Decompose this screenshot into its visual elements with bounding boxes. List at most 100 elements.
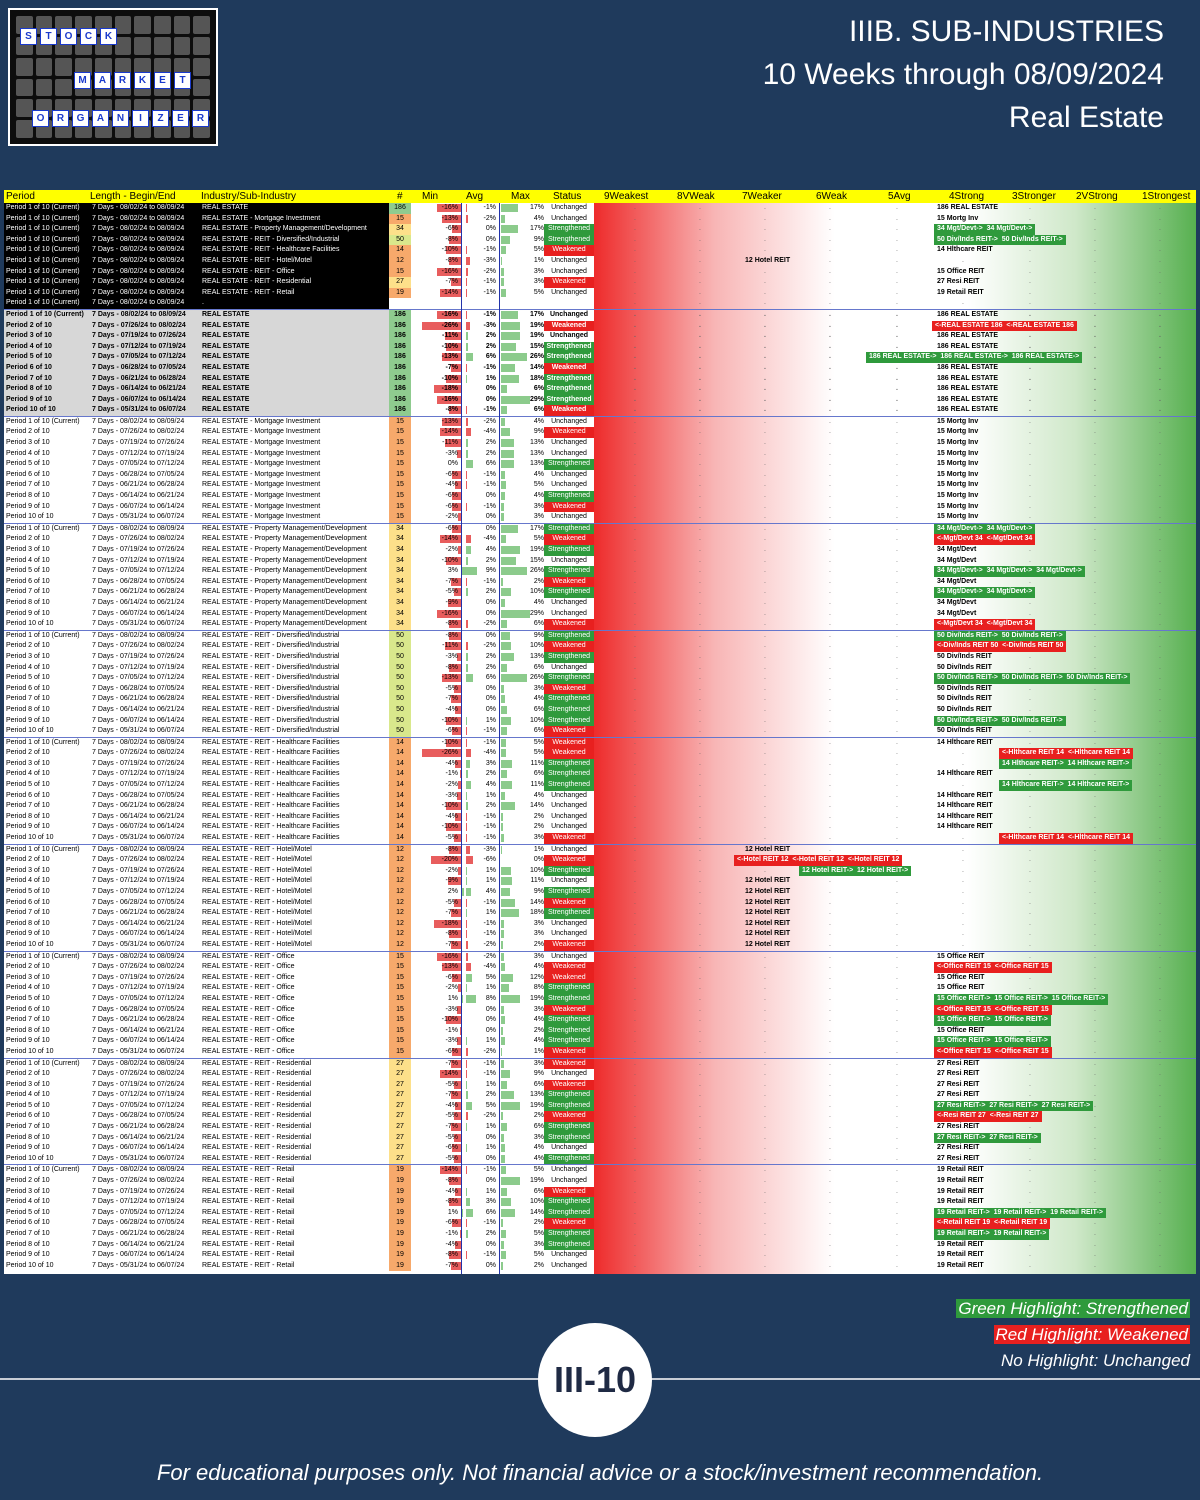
length-cell: 7 Days - 06/07/24 to 06/14/24 bbox=[92, 395, 186, 403]
table-row: Period 8 of 10 7 Days - 06/14/24 to 06/21… bbox=[4, 384, 1196, 395]
empty-dot: . bbox=[896, 642, 898, 650]
empty-dot: . bbox=[699, 1261, 701, 1269]
min-cell: -5% bbox=[445, 1080, 458, 1088]
logo-letter: S bbox=[20, 28, 37, 45]
col-header: Status bbox=[553, 191, 582, 202]
avg-bar bbox=[466, 267, 469, 276]
industry-cell: REAL ESTATE - REIT - Diversified/Industr… bbox=[202, 663, 340, 671]
status-cell: Strengthened bbox=[544, 394, 594, 406]
industry-cell: REAL ESTATE bbox=[202, 332, 250, 340]
count-cell: 34 bbox=[389, 619, 411, 630]
avg-cell: 0% bbox=[485, 609, 496, 617]
rank-label: 27 Resi REIT-> 27 Resi REIT-> 27 Resi RE… bbox=[934, 1100, 1094, 1112]
empty-dot: . bbox=[699, 823, 701, 831]
table-row: Period 8 of 10 7 Days - 06/14/24 to 06/21… bbox=[4, 918, 1196, 930]
empty-dot: . bbox=[829, 909, 831, 917]
empty-dot: . bbox=[1029, 812, 1031, 820]
empty-dot: . bbox=[829, 1154, 831, 1162]
empty-dot: . bbox=[1029, 909, 1031, 917]
count-cell: 50 bbox=[389, 641, 411, 652]
max-bar bbox=[501, 535, 506, 544]
length-cell: 7 Days - 06/28/24 to 07/05/24 bbox=[92, 1219, 185, 1227]
table-row: Period 1 of 10 (Current) 7 Days - 08/02/2… bbox=[4, 245, 1196, 256]
empty-dot: . bbox=[764, 204, 766, 211]
empty-dot: . bbox=[1159, 492, 1161, 500]
empty-dot: . bbox=[896, 716, 898, 724]
max-bar bbox=[501, 984, 509, 993]
count-cell: 50 bbox=[389, 651, 411, 663]
period-cell: Period 5 of 10 bbox=[6, 1208, 50, 1216]
max-bar bbox=[501, 1026, 503, 1035]
avg-cell: 1% bbox=[485, 1037, 496, 1045]
min-bar bbox=[455, 759, 461, 768]
count-cell: 15 bbox=[389, 951, 411, 963]
industry-cell: REAL ESTATE - REIT - Residential bbox=[202, 1059, 312, 1067]
status-cell: Weakened bbox=[544, 619, 594, 630]
empty-dot: . bbox=[1159, 470, 1161, 478]
min-cell: -3% bbox=[445, 449, 458, 457]
table-row: Period 7 of 10 7 Days - 06/21/24 to 06/28… bbox=[4, 1229, 1196, 1240]
avg-cell: -1% bbox=[483, 502, 496, 510]
status-cell: Weakened bbox=[544, 405, 594, 416]
empty-dot: . bbox=[829, 460, 831, 468]
min-cell: -7% bbox=[445, 1123, 458, 1131]
row-label-bg bbox=[4, 929, 389, 940]
min-bar bbox=[440, 1166, 461, 1175]
avg-bar bbox=[466, 417, 469, 426]
table-row: Period 1 of 10 (Current) 7 Days - 08/02/2… bbox=[4, 277, 1196, 288]
empty-dot: . bbox=[699, 1208, 701, 1216]
empty-dot: . bbox=[1029, 856, 1031, 864]
empty-dot: . bbox=[896, 984, 898, 992]
empty-dot: . bbox=[896, 652, 898, 660]
empty-dot: . bbox=[829, 705, 831, 713]
min-cell: -13% bbox=[441, 417, 458, 425]
avg-cell: -1% bbox=[483, 246, 496, 254]
avg-cell: 0% bbox=[485, 631, 496, 639]
industry-cell: REAL ESTATE - REIT - Diversified/Industr… bbox=[202, 652, 340, 660]
row-label-bg bbox=[4, 1069, 389, 1080]
status-cell: Unchanged bbox=[551, 267, 587, 275]
max-cell: 14% bbox=[529, 1208, 544, 1216]
empty-dot: . bbox=[1094, 652, 1096, 660]
avg-cell: 5% bbox=[485, 1101, 496, 1109]
empty-dot: . bbox=[699, 930, 701, 938]
max-cell: 26% bbox=[529, 353, 544, 361]
max-bar bbox=[501, 1037, 505, 1046]
empty-dot: . bbox=[829, 1059, 831, 1067]
industry-cell: REAL ESTATE - Property Management/Develo… bbox=[202, 588, 367, 596]
empty-dot: . bbox=[962, 1154, 964, 1162]
industry-cell: REAL ESTATE - REIT - Residential bbox=[202, 1123, 312, 1131]
status-cell: Strengthened bbox=[544, 587, 594, 598]
empty-dot: . bbox=[699, 460, 701, 468]
empty-dot: . bbox=[764, 481, 766, 489]
empty-dot: . bbox=[1094, 845, 1096, 853]
period-cell: Period 10 of 10 bbox=[6, 940, 54, 948]
industry-cell: REAL ESTATE - Mortgage Investment bbox=[202, 502, 321, 510]
industry-cell: REAL ESTATE - Property Management/Develo… bbox=[202, 535, 367, 543]
row-label-bg bbox=[4, 887, 389, 898]
min-bar bbox=[458, 984, 461, 993]
empty-dot: . bbox=[829, 781, 831, 789]
period-cell: Period 5 of 10 bbox=[6, 781, 50, 789]
avg-bar bbox=[466, 888, 471, 896]
min-cell: -26% bbox=[441, 749, 458, 757]
empty-dot: . bbox=[896, 439, 898, 447]
min-bar bbox=[434, 919, 461, 928]
max-cell: 2% bbox=[533, 577, 544, 585]
min-bar bbox=[458, 513, 461, 522]
industry-cell: REAL ESTATE - Mortgage Investment bbox=[202, 513, 321, 521]
empty-dot: . bbox=[764, 439, 766, 447]
empty-dot: . bbox=[962, 749, 964, 757]
status-cell: Unchanged bbox=[551, 513, 587, 521]
empty-dot: . bbox=[1094, 1047, 1096, 1055]
table-row: Period 1 of 10 (Current) 7 Days - 08/02/2… bbox=[4, 629, 1196, 642]
empty-dot: . bbox=[634, 1016, 636, 1024]
min-cell: -6% bbox=[445, 1219, 458, 1227]
avg-cell: 0% bbox=[485, 695, 496, 703]
empty-dot: . bbox=[764, 1251, 766, 1259]
table-row: Period 2 of 10 7 Days - 07/26/24 to 08/02… bbox=[4, 641, 1196, 652]
rank-label: 34 Mgt/Devt-> 34 Mgt/Devt-> 34 Mgt/Devt-… bbox=[934, 566, 1085, 577]
max-bar bbox=[501, 791, 505, 800]
count-cell: 34 bbox=[389, 587, 411, 598]
legend-strengthened: Green Highlight: Strengthened bbox=[956, 1299, 1190, 1318]
